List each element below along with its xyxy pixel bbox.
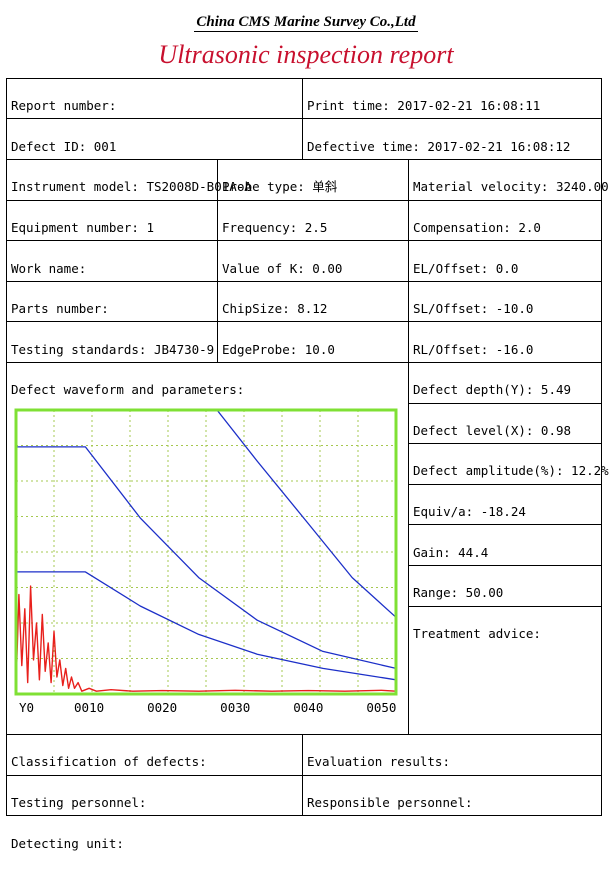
x-tick-label: 0010 [74,700,104,715]
table-rule [6,78,602,79]
defect-depth: Defect depth(Y): 5.49 [413,382,571,398]
compensation: Compensation: 2.0 [413,220,541,236]
x-tick-label: 0030 [220,700,250,715]
defective-time: Defective time: 2017-02-21 16:08:12 [307,139,570,155]
x-tick-label: 0020 [147,700,177,715]
waveform-chart: Y0 0010 0020 0030 0040 0050 [12,406,402,718]
company-name: China CMS Marine Survey Co.,Ltd [0,14,612,31]
print-time: Print time: 2017-02-21 16:08:11 [307,98,540,114]
table-rule [302,734,303,815]
table-rule [408,524,602,525]
probe-type: Probe type: 单斜 [222,179,337,195]
parts-number: Parts number: [11,301,109,317]
gain: Gain: 44.4 [413,545,488,561]
table-rule [6,362,602,363]
chipsize: ChipSize: 8.12 [222,301,327,317]
table-rule [6,281,602,282]
table-rule [6,159,602,160]
defect-id: Defect ID: 001 [11,139,116,155]
value-of-k: Value of K: 0.00 [222,261,342,277]
testing-personnel: Testing personnel: [11,795,146,811]
equipment-number: Equipment number: 1 [11,220,154,236]
table-rule [408,159,409,734]
table-rule [6,734,602,735]
frequency: Frequency: 2.5 [222,220,327,236]
work-name: Work name: [11,261,86,277]
material-velocity: Material velocity: 3240.00 [413,179,609,195]
table-rule [408,443,602,444]
table-rule [6,240,602,241]
table-rule [408,403,602,404]
table-rule [6,815,602,816]
table-rule [408,565,602,566]
range: Range: 50.00 [413,585,503,601]
x-tick-label: 0050 [366,700,396,715]
waveform-label: Defect waveform and parameters: [11,382,244,398]
table-rule [302,78,303,159]
treatment-advice: Treatment advice: [413,626,541,642]
edgeprobe: EdgeProbe: 10.0 [222,342,335,358]
instrument-model: Instrument model: TS2008D-B01A-A [11,179,252,195]
rl-offset: RL/Offset: -16.0 [413,342,533,358]
table-rule [6,78,7,815]
x-tick-label: 0040 [293,700,323,715]
testing-standards: Testing standards: JB4730-9 [11,342,214,358]
detecting-unit: Detecting unit: [11,836,124,852]
table-rule [408,484,602,485]
defect-level: Defect level(X): 0.98 [413,423,571,439]
evaluation-results: Evaluation results: [307,754,450,770]
responsible-personnel: Responsible personnel: [307,795,473,811]
sl-offset: SL/Offset: -10.0 [413,301,533,317]
x-tick-label: Y0 [19,700,34,715]
classification-of-defects: Classification of defects: [11,754,207,770]
el-offset: EL/Offset: 0.0 [413,261,518,277]
table-rule [6,200,602,201]
table-rule [6,118,602,119]
table-rule [408,606,602,607]
table-rule [6,775,602,776]
table-rule [6,321,602,322]
report-number-label: Report number: [11,98,116,114]
equiv: Equiv/a: -18.24 [413,504,526,520]
report-title: Ultrasonic inspection report [0,40,612,70]
defect-amplitude: Defect amplitude(%): 12.2% [413,463,609,479]
